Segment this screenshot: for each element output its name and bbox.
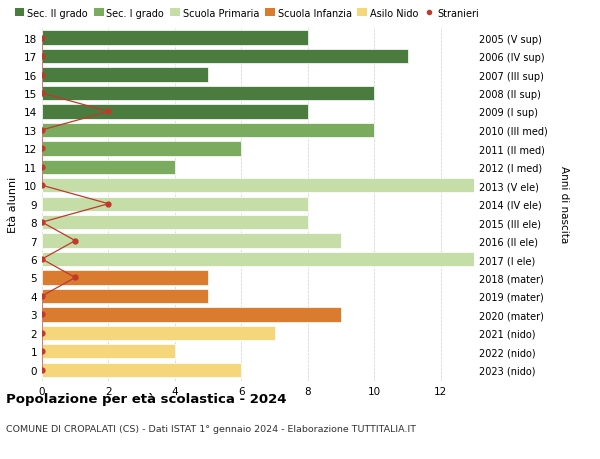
Y-axis label: Anni di nascita: Anni di nascita [559,166,569,243]
Bar [42,160,175,174]
Bar [42,271,208,285]
Bar [42,197,308,212]
Bar [42,123,374,138]
Bar [42,50,407,64]
Bar [42,289,208,303]
Y-axis label: Età alunni: Età alunni [8,176,19,232]
Bar [42,142,241,156]
Text: COMUNE DI CROPALATI (CS) - Dati ISTAT 1° gennaio 2024 - Elaborazione TUTTITALIA.: COMUNE DI CROPALATI (CS) - Dati ISTAT 1°… [6,425,416,434]
Legend: Sec. II grado, Sec. I grado, Scuola Primaria, Scuola Infanzia, Asilo Nido, Stran: Sec. II grado, Sec. I grado, Scuola Prim… [11,5,482,22]
Bar [42,252,474,267]
Bar [42,179,474,193]
Bar [42,344,175,358]
Bar [42,68,208,83]
Bar [42,105,308,119]
Bar [42,215,308,230]
Bar [42,326,275,340]
Bar [42,234,341,248]
Text: Popolazione per età scolastica - 2024: Popolazione per età scolastica - 2024 [6,392,287,405]
Bar [42,31,308,46]
Bar [42,87,374,101]
Bar [42,308,341,322]
Bar [42,363,241,377]
